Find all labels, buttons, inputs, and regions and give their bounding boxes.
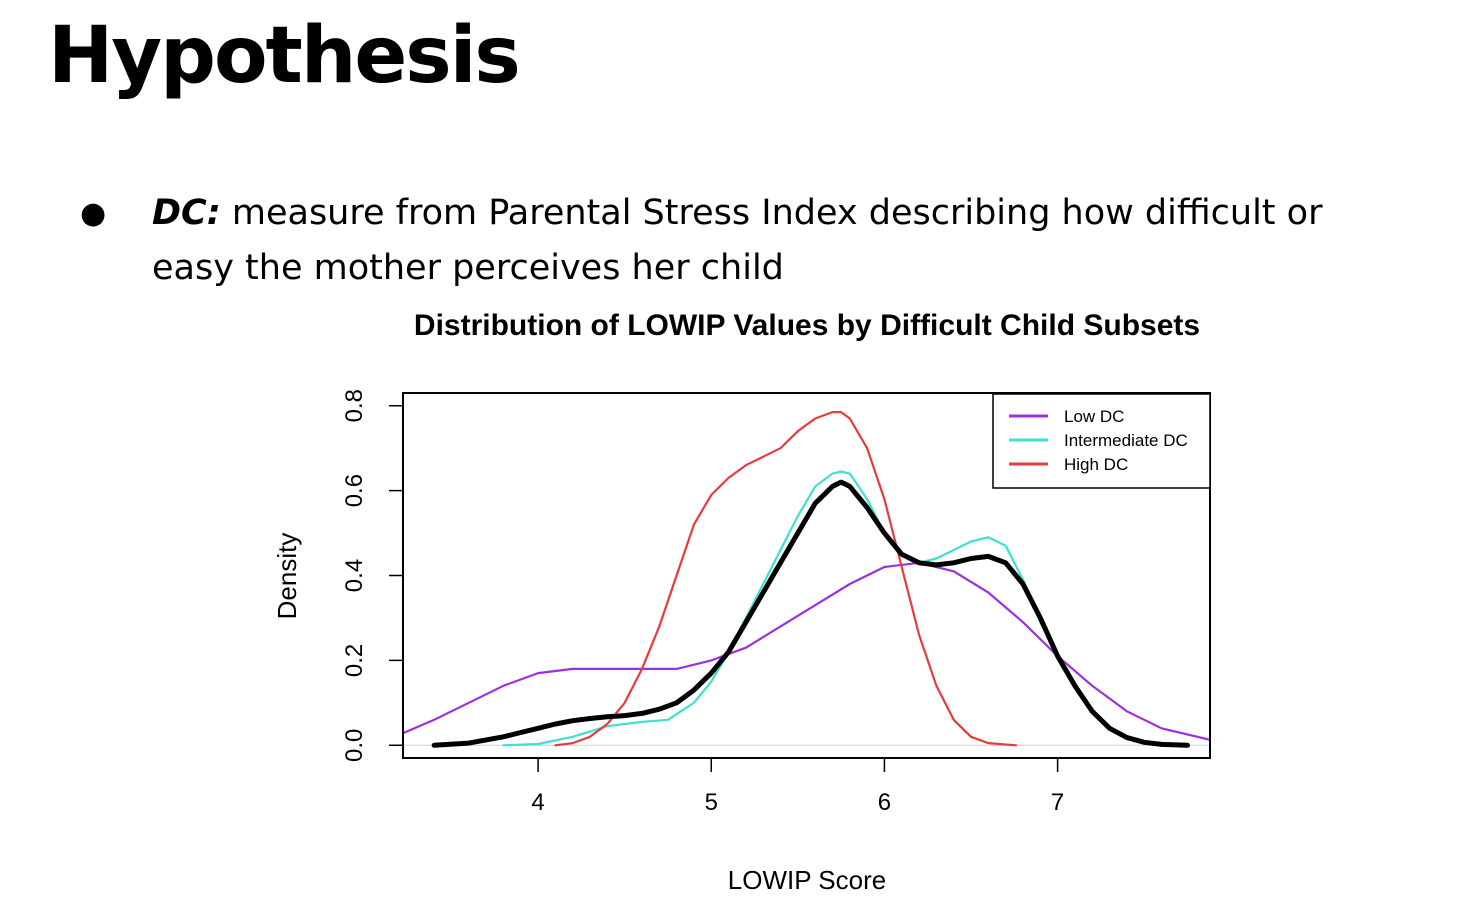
y-tick-label: 0.0 <box>341 729 368 762</box>
bullet-text: DC: measure from Parental Stress Index d… <box>152 186 1410 296</box>
slide-title: Hypothesis <box>48 11 521 101</box>
x-tick-label: 4 <box>531 789 544 816</box>
x-tick-label: 5 <box>705 789 718 816</box>
series-line-high-dc <box>554 411 1018 747</box>
series-line-low-dc <box>403 561 1210 741</box>
x-tick-label: 7 <box>1051 789 1064 816</box>
x-tick-label: 6 <box>878 789 891 816</box>
legend-label: Low DC <box>1064 407 1124 426</box>
y-tick-label: 0.2 <box>341 644 368 677</box>
y-tick-label: 0.8 <box>341 389 368 422</box>
y-axis-label: Density <box>272 533 302 620</box>
y-tick-label: 0.4 <box>341 559 368 592</box>
legend-label: Intermediate DC <box>1064 431 1188 450</box>
density-chart: Distribution of LOWIP Values by Difficul… <box>272 309 1211 895</box>
bullet-term: DC: <box>152 193 221 233</box>
plot-area: 4 5 6 7 0.0 0.2 0.4 0.6 0.8 <box>341 389 1211 816</box>
legend: Low DC Intermediate DC High DC <box>992 393 1211 489</box>
series-line-overall <box>431 479 1190 748</box>
chart-title: Distribution of LOWIP Values by Difficul… <box>414 309 1200 342</box>
x-axis-label: LOWIP Score <box>728 865 886 895</box>
y-tick-label: 0.6 <box>341 474 368 507</box>
bullet-dot-icon: ● <box>80 196 107 231</box>
bullet-description: measure from Parental Stress Index descr… <box>152 193 1323 288</box>
bullet-item: ● DC: measure from Parental Stress Index… <box>80 186 1410 296</box>
legend-label: High DC <box>1064 455 1128 474</box>
